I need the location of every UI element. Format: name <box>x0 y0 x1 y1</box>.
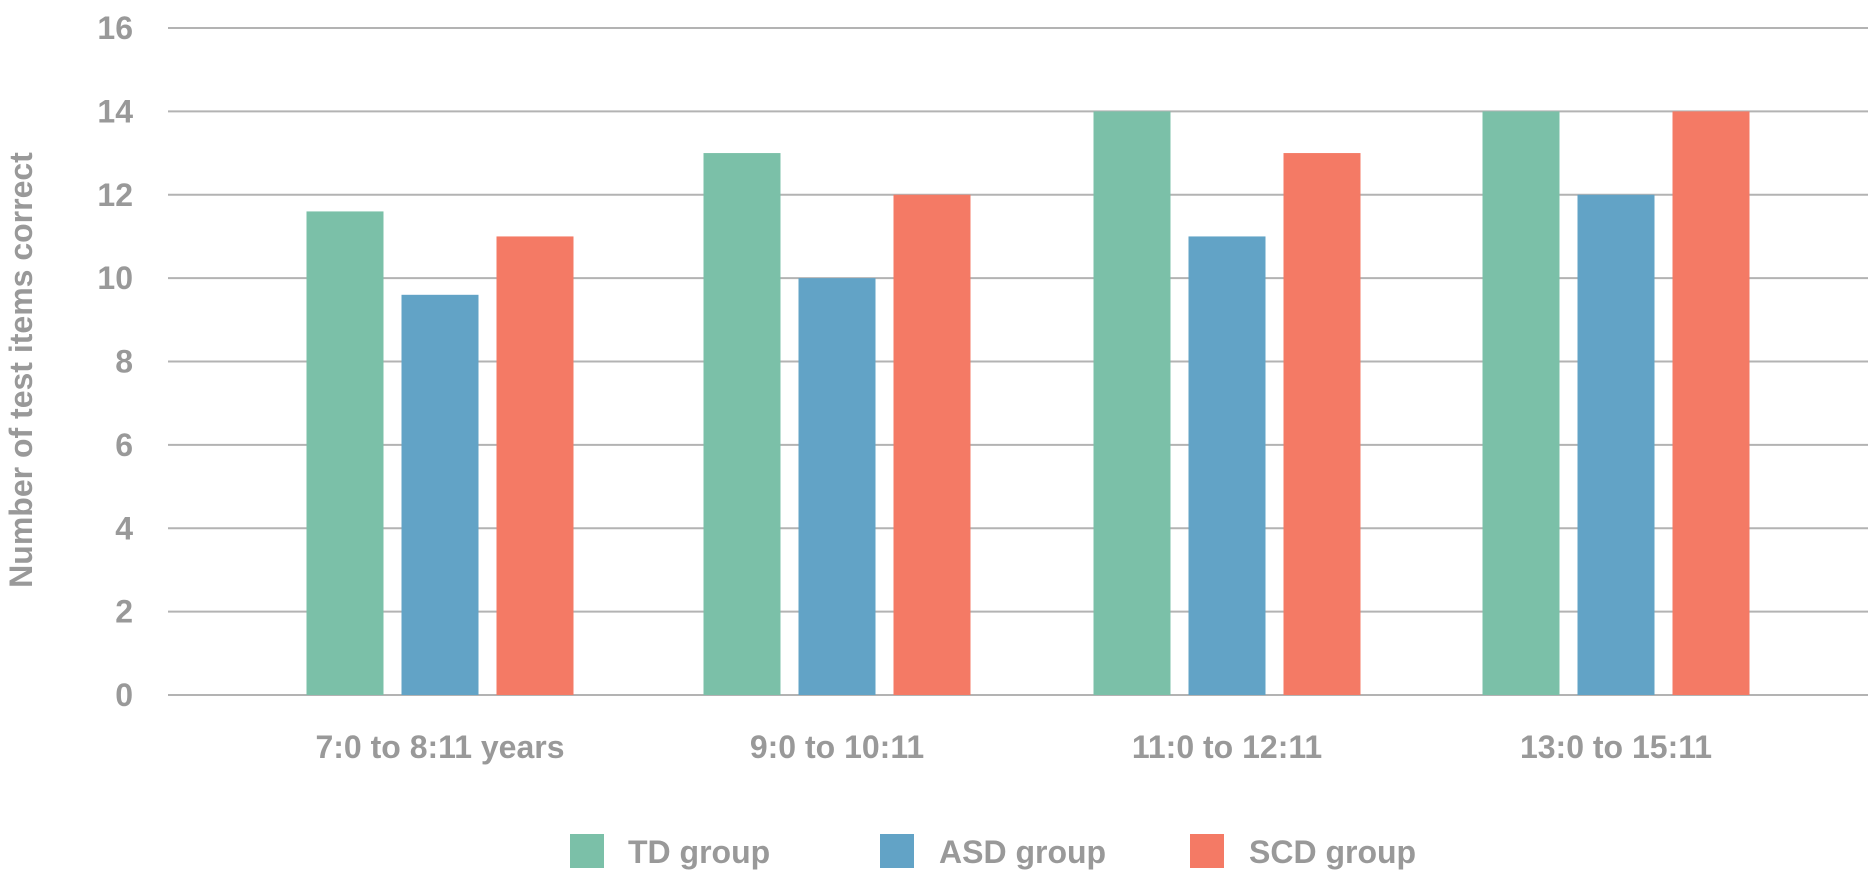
y-tick-label: 10 <box>97 260 133 296</box>
y-axis-ticks: 0 2 4 6 8 10 12 14 16 <box>97 10 133 713</box>
y-tick-label: 8 <box>115 344 133 380</box>
x-tick-label: 7:0 to 8:11 years <box>315 729 564 765</box>
bar <box>703 153 781 695</box>
bar <box>1672 111 1750 695</box>
bar <box>893 194 971 695</box>
bar <box>306 211 384 696</box>
bar <box>798 278 876 695</box>
x-tick-label: 11:0 to 12:11 <box>1132 729 1322 765</box>
x-tick-label: 9:0 to 10:11 <box>750 729 924 765</box>
bar <box>1093 111 1171 695</box>
x-tick-label: 13:0 to 15:11 <box>1520 729 1712 765</box>
y-tick-label: 12 <box>97 177 133 213</box>
y-tick-label: 0 <box>115 677 133 713</box>
bar <box>1482 111 1560 695</box>
bar <box>496 236 574 695</box>
y-tick-label: 2 <box>115 594 133 630</box>
y-tick-label: 6 <box>115 427 133 463</box>
bar <box>401 294 479 695</box>
legend-label: ASD group <box>939 834 1106 870</box>
bars <box>306 111 1750 696</box>
y-axis-label: Number of test items correct <box>3 152 39 588</box>
legend: TD group ASD group SCD group <box>570 834 1416 870</box>
y-tick-label: 16 <box>97 10 133 46</box>
bar <box>1283 153 1361 695</box>
legend-swatch <box>1190 834 1224 868</box>
legend-swatch <box>880 834 914 868</box>
legend-swatch <box>570 834 604 868</box>
bar <box>1188 236 1266 695</box>
y-tick-label: 4 <box>115 510 133 546</box>
y-tick-label: 14 <box>97 93 133 129</box>
legend-label: TD group <box>628 834 770 870</box>
bar <box>1577 194 1655 695</box>
legend-label: SCD group <box>1249 834 1416 870</box>
x-axis-ticks: 7:0 to 8:11 years 9:0 to 10:11 11:0 to 12:… <box>315 729 1712 765</box>
